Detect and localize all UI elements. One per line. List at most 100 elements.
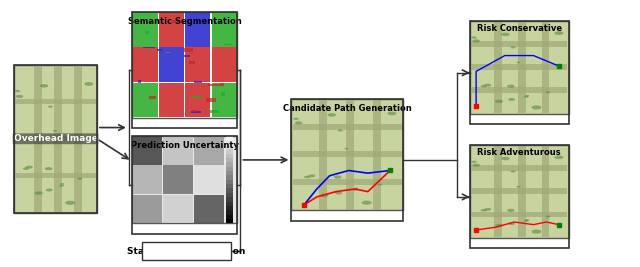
Bar: [143, 47, 155, 48]
Circle shape: [511, 170, 516, 172]
Bar: [226, 154, 234, 158]
Bar: [226, 184, 234, 189]
Circle shape: [508, 98, 515, 101]
Bar: [226, 145, 234, 149]
Bar: [209, 110, 219, 113]
Bar: [132, 83, 157, 117]
Bar: [132, 136, 162, 165]
Circle shape: [59, 185, 64, 187]
Bar: [15, 172, 96, 178]
Bar: [541, 146, 549, 237]
Bar: [172, 20, 184, 23]
Circle shape: [294, 121, 302, 124]
Circle shape: [507, 85, 515, 88]
Bar: [471, 189, 567, 194]
Bar: [471, 64, 567, 70]
Circle shape: [344, 148, 348, 150]
Circle shape: [304, 176, 310, 178]
Bar: [185, 48, 210, 82]
Circle shape: [338, 129, 343, 132]
Circle shape: [308, 174, 316, 177]
Circle shape: [354, 188, 358, 189]
Circle shape: [531, 105, 541, 109]
FancyBboxPatch shape: [291, 99, 403, 210]
Bar: [292, 179, 401, 185]
Circle shape: [334, 175, 342, 179]
Circle shape: [545, 91, 550, 93]
Bar: [226, 197, 234, 202]
Circle shape: [335, 192, 342, 195]
Circle shape: [353, 189, 358, 191]
Bar: [15, 136, 96, 142]
Circle shape: [53, 130, 57, 132]
Bar: [226, 202, 234, 206]
FancyBboxPatch shape: [141, 242, 231, 260]
Circle shape: [84, 82, 93, 86]
Circle shape: [472, 40, 480, 42]
Circle shape: [507, 209, 515, 212]
Circle shape: [516, 186, 520, 187]
Circle shape: [481, 209, 487, 211]
Circle shape: [511, 46, 516, 48]
Bar: [226, 210, 234, 215]
Circle shape: [554, 31, 563, 35]
Text: Semantic Segmentation: Semantic Segmentation: [128, 17, 241, 26]
Bar: [192, 110, 198, 112]
FancyBboxPatch shape: [470, 146, 568, 238]
Circle shape: [508, 222, 515, 225]
Circle shape: [554, 155, 563, 159]
Circle shape: [45, 167, 52, 170]
Bar: [15, 99, 96, 104]
Circle shape: [45, 189, 52, 191]
Text: Prediction Uncertainty: Prediction Uncertainty: [131, 142, 239, 150]
Circle shape: [60, 183, 65, 185]
Bar: [226, 215, 234, 219]
Circle shape: [516, 62, 520, 63]
Bar: [494, 22, 502, 113]
Bar: [195, 136, 224, 165]
Bar: [194, 81, 202, 83]
Bar: [205, 98, 216, 102]
Text: Start and Goal Position: Start and Goal Position: [127, 247, 245, 256]
Circle shape: [525, 219, 529, 221]
Circle shape: [48, 105, 53, 108]
Circle shape: [26, 166, 33, 168]
Bar: [541, 22, 549, 113]
Circle shape: [15, 90, 20, 92]
Circle shape: [501, 33, 509, 36]
Circle shape: [65, 201, 75, 205]
Bar: [157, 49, 163, 51]
Circle shape: [525, 95, 529, 97]
Circle shape: [501, 157, 509, 160]
Bar: [132, 166, 162, 194]
Bar: [471, 211, 567, 217]
Circle shape: [40, 84, 49, 88]
Bar: [224, 44, 232, 45]
Circle shape: [495, 224, 503, 227]
Circle shape: [328, 113, 336, 117]
Bar: [518, 146, 525, 237]
Bar: [226, 171, 234, 175]
Bar: [163, 195, 193, 223]
Bar: [471, 87, 567, 93]
Bar: [208, 84, 220, 87]
Bar: [195, 195, 224, 223]
Bar: [163, 166, 193, 194]
Circle shape: [484, 84, 492, 87]
Bar: [159, 83, 184, 117]
Text: Candidate Path Generation: Candidate Path Generation: [283, 104, 412, 113]
Circle shape: [484, 208, 492, 211]
Text: Risk Adventurous: Risk Adventurous: [477, 148, 561, 157]
Circle shape: [362, 201, 372, 205]
Bar: [132, 195, 162, 223]
Bar: [226, 175, 234, 180]
Circle shape: [471, 37, 477, 39]
Bar: [159, 48, 184, 82]
Bar: [195, 166, 224, 194]
FancyBboxPatch shape: [132, 12, 237, 118]
Bar: [145, 31, 149, 34]
Bar: [471, 165, 567, 171]
Bar: [191, 111, 201, 113]
FancyBboxPatch shape: [470, 21, 568, 114]
Bar: [132, 48, 157, 82]
